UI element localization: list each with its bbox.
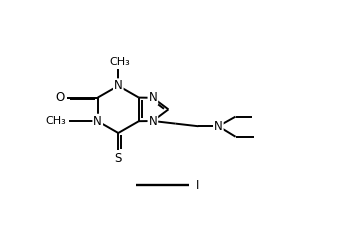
Text: O: O: [56, 91, 65, 104]
Text: I: I: [196, 179, 199, 192]
Text: N: N: [114, 79, 123, 92]
Text: N: N: [93, 115, 102, 128]
Text: N: N: [214, 120, 223, 133]
Text: CH₃: CH₃: [109, 57, 130, 67]
Text: N: N: [149, 91, 157, 104]
Text: CH₃: CH₃: [45, 116, 66, 126]
Text: S: S: [115, 152, 122, 165]
Text: N: N: [149, 114, 157, 128]
